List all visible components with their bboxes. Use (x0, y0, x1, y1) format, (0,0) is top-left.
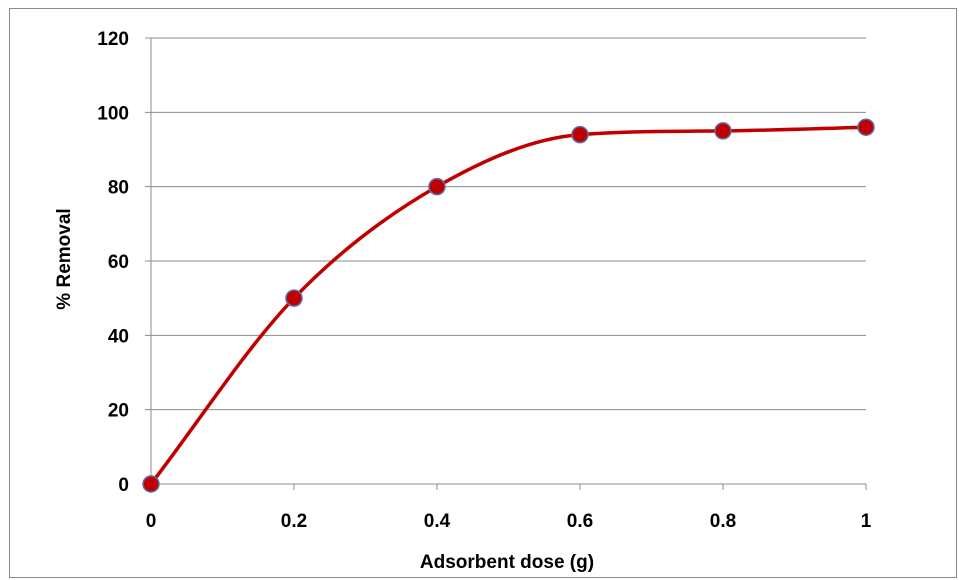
data-point (571, 125, 589, 144)
y-tick-label: 80 (108, 178, 129, 199)
chart-frame (9, 8, 957, 578)
data-points (142, 118, 875, 493)
x-tick-label: 0 (146, 511, 157, 532)
data-point (142, 475, 160, 493)
y-tick-labels: 0 20 40 60 80 100 120 (97, 29, 129, 496)
x-tick-label: 0.6 (567, 511, 593, 532)
x-tick-label: 0.2 (281, 511, 307, 532)
data-point (428, 177, 446, 196)
series-line-layer (149, 125, 867, 486)
y-tick-label: 100 (97, 103, 129, 124)
data-point (285, 289, 303, 307)
x-tick-label: 1 (861, 511, 872, 532)
data-point (857, 118, 875, 136)
data-point (714, 122, 732, 140)
y-tick-label: 40 (108, 326, 129, 347)
y-axis-title: % Removal (54, 208, 75, 309)
x-tick-label: 0.4 (424, 511, 451, 532)
series-line (149, 125, 867, 486)
y-tick-label: 60 (108, 252, 129, 273)
y-tick-label: 0 (118, 475, 129, 496)
y-tick-label: 120 (97, 29, 129, 50)
x-tick-label: 0.8 (710, 511, 736, 532)
x-tick-labels: 0 0.2 0.4 0.6 0.8 1 (146, 511, 872, 532)
x-axis-title: Adsorbent dose (g) (420, 552, 594, 573)
y-tick-label: 20 (108, 401, 129, 422)
gridlines (145, 37, 867, 490)
